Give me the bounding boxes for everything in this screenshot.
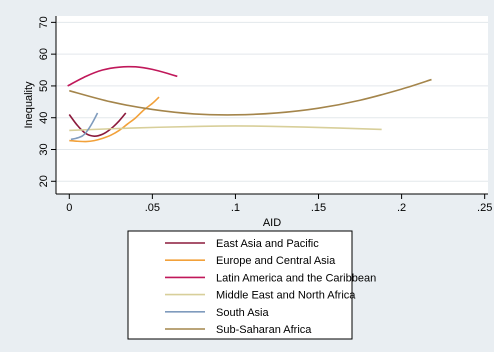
y-tick-label: 20 xyxy=(38,175,50,187)
series-line xyxy=(70,112,99,141)
x-tick-label: .15 xyxy=(311,202,326,214)
y-tick-label: 30 xyxy=(38,143,50,155)
y-tick-label: 60 xyxy=(38,48,50,60)
legend-label: Sub-Saharan Africa xyxy=(216,324,312,336)
legend-label: South Asia xyxy=(216,307,269,319)
legend-items: East Asia and Pacific Europe and Central … xyxy=(165,238,376,336)
y-tick-label: 50 xyxy=(38,80,50,92)
x-tick-label: .05 xyxy=(145,202,160,214)
x-tick-label: .25 xyxy=(477,202,492,214)
x-tick-label: .2 xyxy=(397,202,406,214)
series-line xyxy=(69,78,432,116)
y-tick-label: 40 xyxy=(38,112,50,124)
series-line xyxy=(69,125,382,132)
y-ticks: 20 30 40 50 60 70 xyxy=(38,16,56,187)
series-line xyxy=(69,96,160,143)
gridlines xyxy=(56,21,488,182)
y-axis-title: Inequality xyxy=(23,81,35,129)
legend-label: East Asia and Pacific xyxy=(216,238,319,250)
x-axis-title: AID xyxy=(263,217,281,229)
x-ticks: 0 .05 .1 .15 .2 .25 xyxy=(66,194,492,214)
x-tick-label: 0 xyxy=(66,202,72,214)
legend xyxy=(127,230,353,340)
plot-area xyxy=(56,16,488,194)
series-line xyxy=(68,112,127,137)
legend-label: Europe and Central Asia xyxy=(216,255,336,267)
legend-label: Middle East and North Africa xyxy=(216,290,356,302)
series-line xyxy=(67,65,178,87)
series-lines xyxy=(67,65,432,143)
legend-label: Latin America and the Caribbean xyxy=(216,272,376,284)
x-tick-label: .1 xyxy=(231,202,240,214)
y-tick-label: 70 xyxy=(38,16,50,28)
